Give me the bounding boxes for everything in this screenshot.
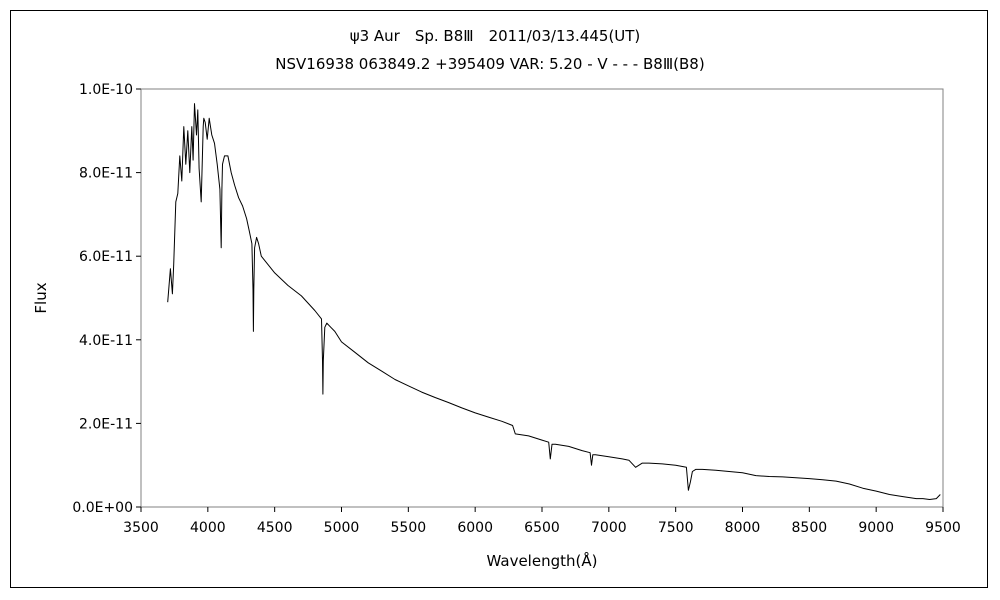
x-tick-label: 7000: [591, 520, 627, 536]
y-tick-label: 2.0E-11: [79, 416, 133, 432]
y-tick-label: 0.0E+00: [72, 500, 133, 516]
x-axis-label: Wavelength(Å): [487, 551, 598, 570]
spectrum-line: [167, 103, 941, 500]
x-tick-label: 9000: [858, 520, 894, 536]
y-tick-label: 1.0E-10: [79, 82, 133, 98]
y-tick-label: 6.0E-11: [79, 249, 133, 265]
x-axis: 3500 4000 4500 5000 5500 6000 6500 7000 7500 8000…: [123, 507, 961, 536]
x-tick-label: 4500: [257, 520, 293, 536]
x-tick-label: 8500: [792, 520, 828, 536]
y-tick-label: 8.0E-11: [79, 166, 133, 182]
series-layer: [167, 103, 941, 500]
x-tick-label: 5500: [391, 520, 427, 536]
x-tick-label: 6000: [457, 520, 493, 536]
x-tick-label: 9500: [925, 520, 961, 536]
x-tick-label: 7500: [658, 520, 694, 536]
y-axis: 0.0E+00 2.0E-11 4.0E-11 6.0E-11 8.0E-11 1.0E-…: [72, 82, 141, 516]
y-axis-label: Flux: [32, 282, 50, 313]
x-tick-label: 3500: [123, 520, 159, 536]
y-tick-label: 4.0E-11: [79, 333, 133, 349]
x-tick-label: 6500: [524, 520, 560, 536]
x-tick-label: 4000: [190, 520, 226, 536]
chart-subtitle: NSV16938 063849.2 +395409 VAR: 5.20 - V …: [275, 55, 704, 73]
chart-title: ψ3 Aur Sp. B8Ⅲ 2011/03/13.445(UT): [350, 27, 641, 45]
x-tick-label: 5000: [324, 520, 360, 536]
plot-area: [140, 88, 944, 508]
x-tick-label: 8000: [725, 520, 761, 536]
chart-frame: [10, 10, 988, 588]
